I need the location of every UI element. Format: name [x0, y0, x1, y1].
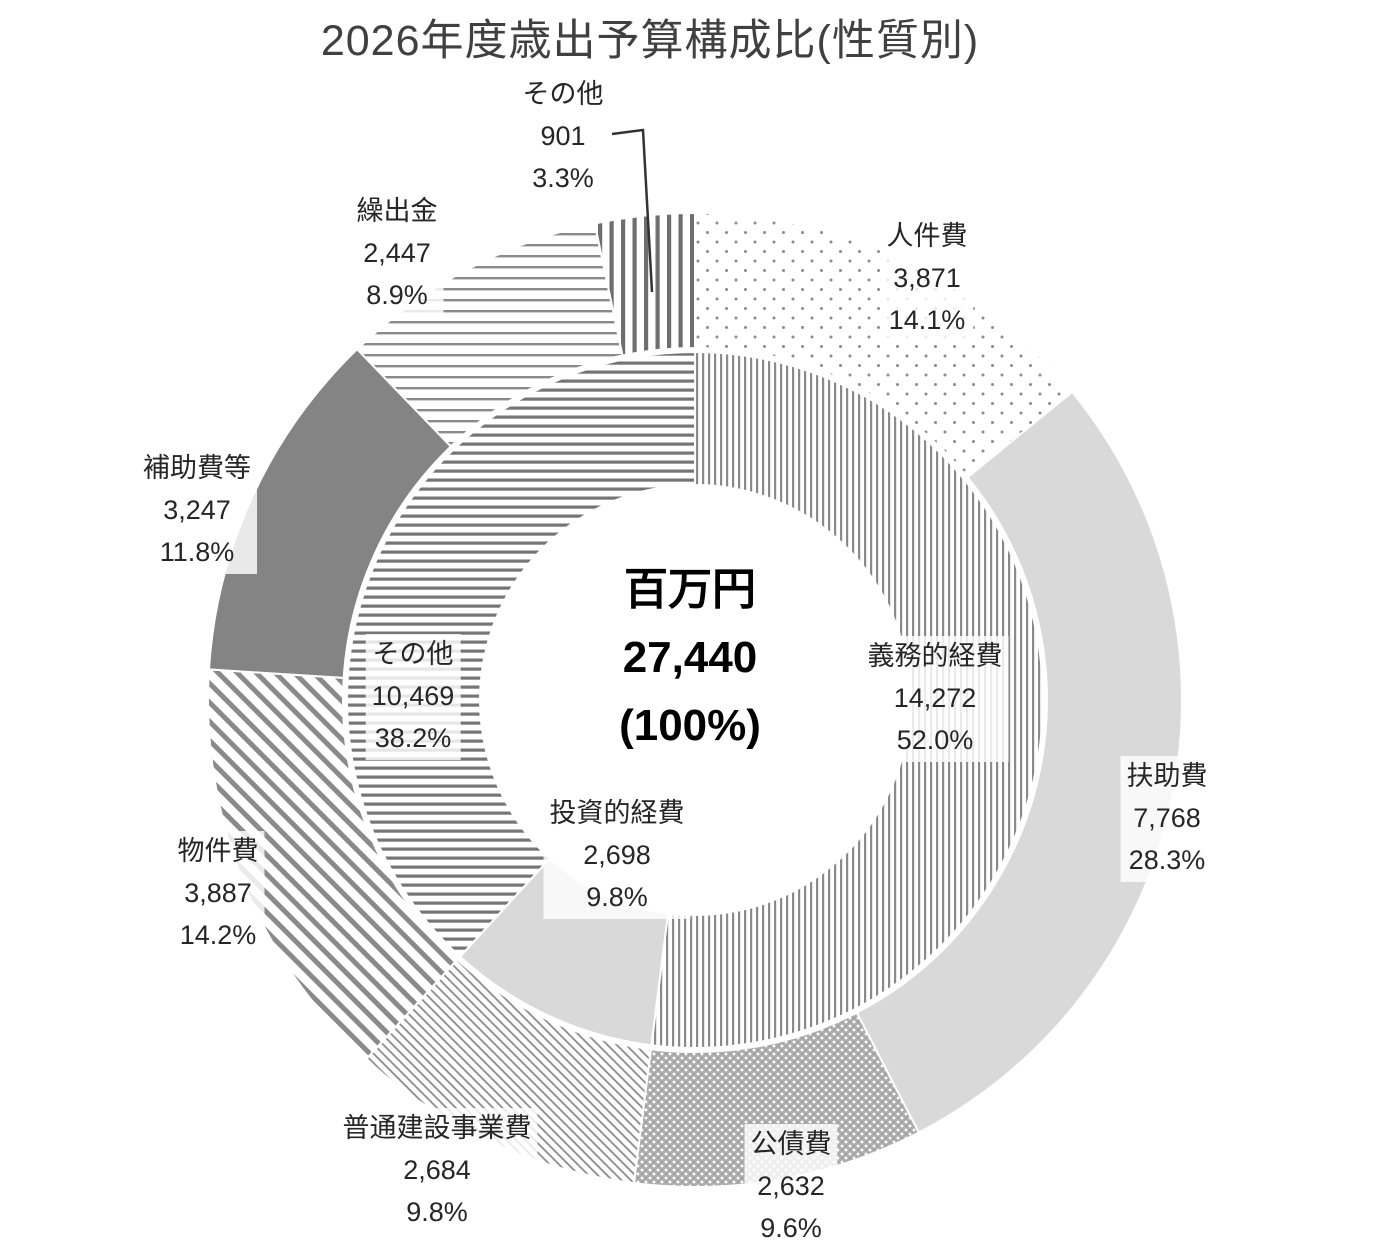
slice-sonota-outer — [593, 212, 696, 357]
center-total-value: 27,440 — [622, 633, 758, 683]
center-total-percent: (100%) — [619, 701, 761, 751]
center-unit: 百万円 — [624, 565, 756, 614]
chart-title: 2026年度歳出予算構成比(性質別) — [320, 17, 980, 65]
annotations — [611, 128, 654, 293]
leader-line-sonota-outer — [611, 128, 654, 293]
slice-fujohi — [855, 390, 1183, 1134]
outer-ring — [207, 212, 1183, 1188]
slice-gimuteki-keihi — [650, 351, 1044, 1049]
slice-sonota-inner — [346, 351, 696, 958]
center-total-label: 百万円 27,440 (100%) — [611, 556, 769, 761]
